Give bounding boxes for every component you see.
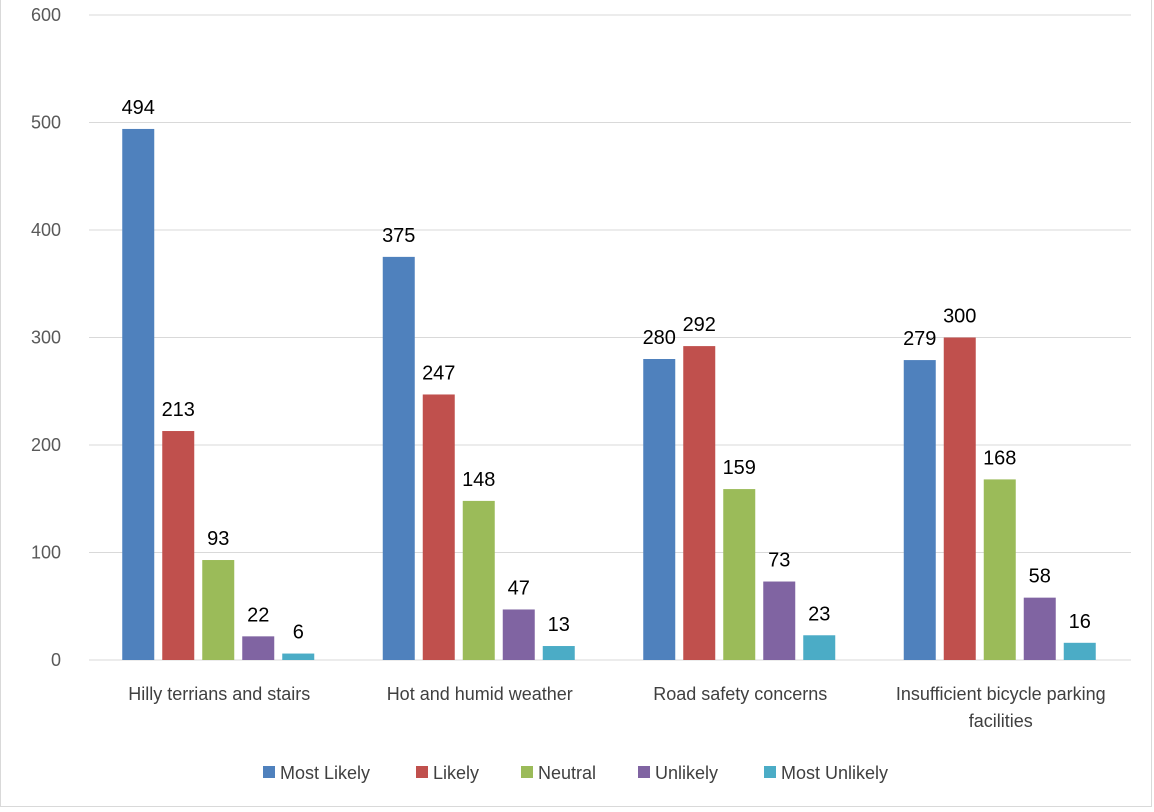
- legend-label: Neutral: [538, 763, 596, 783]
- data-label: 159: [723, 457, 756, 479]
- y-tick-label: 100: [31, 543, 61, 563]
- data-label: 280: [643, 327, 676, 349]
- data-label: 375: [382, 225, 415, 247]
- legend: Most Likely Likely Neutral Unlikely Most Unl…: [263, 763, 888, 783]
- data-label: 279: [903, 328, 936, 350]
- data-label: 168: [983, 447, 1016, 469]
- bar: [202, 560, 235, 660]
- bar: [683, 346, 716, 660]
- legend-label: Most Unlikely: [781, 763, 888, 783]
- legend-label: Most Likely: [280, 763, 370, 783]
- bar: [943, 337, 976, 660]
- y-tick-label: 300: [31, 328, 61, 348]
- gridlines: [89, 14, 1131, 661]
- bar: [803, 635, 836, 660]
- data-label: 93: [207, 528, 229, 550]
- bar: [643, 359, 676, 660]
- bar: [422, 394, 455, 660]
- bar: [1063, 642, 1096, 660]
- data-label: 292: [683, 314, 716, 336]
- legend-swatch: [416, 766, 428, 778]
- data-label: 22: [247, 604, 269, 626]
- y-tick-label: 200: [31, 435, 61, 455]
- bar: [162, 431, 195, 660]
- y-tick-label: 400: [31, 220, 61, 240]
- data-label: 6: [293, 622, 304, 644]
- data-label: 23: [808, 603, 830, 625]
- data-label: 148: [462, 469, 495, 491]
- data-label: 300: [943, 306, 976, 328]
- legend-swatch: [764, 766, 776, 778]
- bar: [122, 128, 155, 660]
- bar: [282, 653, 315, 660]
- x-category-label: facilities: [969, 711, 1033, 731]
- bar: [1023, 597, 1056, 660]
- data-label: 494: [122, 97, 155, 119]
- bar: [242, 636, 275, 660]
- x-axis-categories: Hilly terrians and stairs Hot and humid w…: [128, 684, 1105, 731]
- bar: [983, 479, 1016, 660]
- legend-swatch: [263, 766, 275, 778]
- bar: [903, 360, 936, 660]
- y-tick-label: 600: [31, 5, 61, 25]
- data-label: 73: [768, 550, 790, 572]
- legend-swatch: [521, 766, 533, 778]
- data-label: 16: [1069, 611, 1091, 633]
- x-category-label: Hilly terrians and stairs: [128, 684, 310, 704]
- bar: [723, 489, 756, 660]
- legend-label: Likely: [433, 763, 479, 783]
- bar: [382, 256, 415, 660]
- data-label: 58: [1029, 566, 1051, 588]
- y-tick-label: 500: [31, 113, 61, 133]
- data-label: 247: [422, 362, 455, 384]
- data-label: 213: [162, 399, 195, 421]
- bar: [502, 609, 535, 660]
- data-label: 13: [548, 614, 570, 636]
- data-label: 47: [508, 577, 530, 599]
- x-category-label: Insufficient bicycle parking: [896, 684, 1106, 704]
- data-labels: 494 375 280 279 213 247 292 300 93 148 159 168 22 47 7…: [122, 97, 1091, 644]
- x-category-label: Road safety concerns: [653, 684, 827, 704]
- x-category-label: Hot and humid weather: [387, 684, 573, 704]
- y-axis-ticks: 0 100 200 300 400 500 600: [31, 5, 61, 670]
- y-tick-label: 0: [51, 650, 61, 670]
- bars: [122, 128, 1096, 660]
- bar: [763, 581, 796, 660]
- bar: [462, 500, 495, 660]
- legend-swatch: [638, 766, 650, 778]
- legend-label: Unlikely: [655, 763, 718, 783]
- bar: [542, 646, 575, 660]
